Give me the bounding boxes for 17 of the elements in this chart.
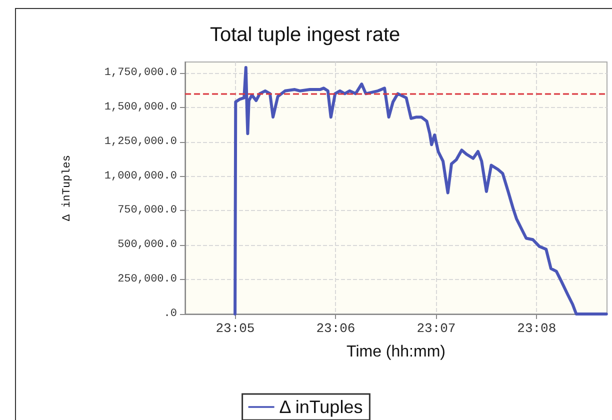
x-tick-label: 23:06 [316,321,356,336]
x-tick-label: 23:05 [216,321,255,336]
y-tick-label: 1,000,000.0 [104,170,177,182]
legend-label: Δ inTuples [279,397,363,417]
y-axis-title: Δ inTuples [62,154,74,222]
x-tick-label: 23:08 [517,321,556,336]
x-tick-label: 23:07 [416,321,456,336]
y-tick-label: 750,000.0 [118,204,177,217]
y-tick-label: .0 [164,308,177,320]
y-tick-label: 1,750,000.0 [104,67,177,80]
line-series [234,66,608,316]
y-tick-label: 500,000.0 [118,239,177,252]
y-tick-label: 1,250,000.0 [104,136,177,148]
x-axis-title: Time (hh:mm) [346,344,446,360]
y-tick-label: 1,500,000.0 [104,101,177,114]
chart-title: Total tuple ingest rate [210,24,400,46]
y-tick-label: 250,000.0 [118,274,177,286]
